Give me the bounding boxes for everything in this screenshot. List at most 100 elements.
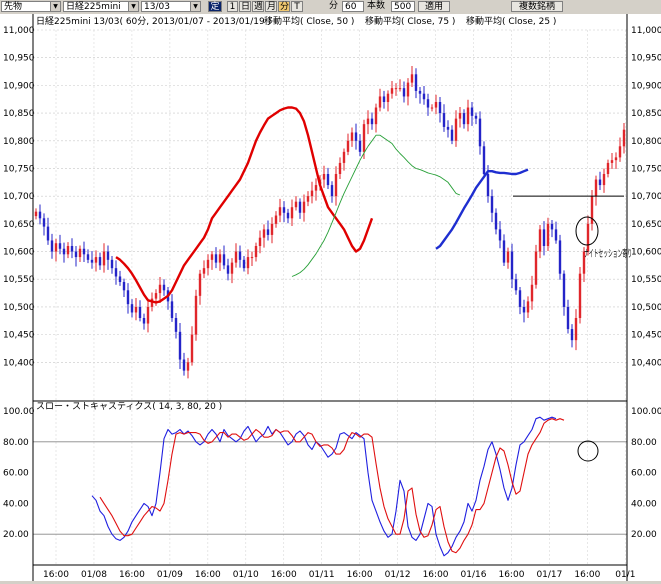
candle-down	[478, 118, 482, 147]
contract-select[interactable]: 13/03 ▼	[141, 1, 201, 12]
candle-up	[590, 196, 594, 224]
chart-symbol-info: 日経225mini 13/03( 60分, 2013/01/07 - 2013/…	[36, 15, 271, 27]
candle-down	[98, 257, 102, 266]
minute-input[interactable]: 60	[342, 1, 364, 12]
candle-up	[614, 157, 618, 161]
candle-down	[414, 74, 418, 91]
time-tick-label: 16:00	[498, 570, 524, 580]
candle-up	[506, 251, 510, 263]
time-tick-label: 01/09	[157, 570, 183, 580]
candle-down	[282, 207, 286, 213]
candle-down	[518, 290, 522, 307]
price-tick-right: 10,400	[631, 358, 661, 368]
stoch-tick-right: 20.00	[631, 530, 657, 540]
candle-up	[366, 118, 370, 125]
price-tick-right: 11,000	[631, 26, 661, 36]
candle-down	[58, 243, 62, 249]
time-tick-label: 01/17	[536, 570, 562, 580]
candle-up	[546, 223, 550, 246]
candle-down	[358, 140, 362, 152]
candle-down	[510, 251, 514, 280]
time-tick-label: 01/11	[309, 570, 335, 580]
time-tick-label: 01/1	[615, 570, 635, 580]
candle-up	[54, 243, 58, 252]
candle-down	[354, 132, 358, 141]
bar-button-weekly[interactable]: 週	[252, 1, 264, 12]
ma75-line	[291, 134, 461, 277]
candle-up	[34, 211, 38, 217]
price-tick-left: 11,000	[3, 26, 35, 36]
candle-down	[46, 226, 50, 241]
time-tick-label: 01/16	[461, 570, 487, 580]
candle-up	[578, 273, 582, 318]
price-tick-left: 10,400	[3, 358, 35, 368]
contract-select-value: 13/03	[144, 2, 170, 12]
candle-down	[402, 88, 406, 97]
bar-button-tick-chart[interactable]: T	[291, 1, 303, 12]
candle-down	[178, 331, 182, 360]
candle-up	[314, 185, 318, 191]
symbol-select[interactable]: 日経225mini ▼	[63, 1, 139, 12]
candle-down	[494, 212, 498, 230]
candle-up	[250, 257, 254, 259]
candle-down	[286, 212, 290, 219]
candle-down	[70, 246, 74, 252]
candle-up	[430, 107, 434, 109]
multi-symbol-button[interactable]: 複数銘柄	[511, 1, 563, 12]
apply-button[interactable]: 適用	[418, 1, 450, 12]
candle-up	[202, 268, 206, 274]
candle-up	[530, 284, 534, 302]
chart-area: 11,000 11,000 10,950 10,950 10,900 10,900 10,8…	[0, 14, 661, 581]
chevron-down-icon: ▼	[190, 2, 200, 11]
candle-up	[334, 174, 338, 197]
candle-up	[198, 273, 202, 296]
candle-down	[570, 329, 574, 341]
candle-down	[90, 259, 94, 263]
candle-up	[146, 306, 150, 324]
price-tick-left: 10,800	[3, 137, 35, 147]
candle-down	[142, 318, 146, 324]
stochastic-series	[91, 416, 565, 557]
candle-down	[462, 113, 466, 125]
candle-up	[186, 362, 190, 371]
fixed-button[interactable]: 定	[208, 1, 222, 12]
candle-up	[394, 88, 398, 90]
candle-up	[374, 107, 378, 125]
candle-up	[102, 251, 106, 266]
candle-up	[586, 223, 590, 252]
price-tick-right: 10,450	[631, 331, 661, 341]
bar-button-minute[interactable]: 分	[278, 1, 290, 12]
candle-down	[542, 229, 546, 246]
candle-up	[350, 132, 354, 141]
candle-up	[434, 102, 438, 108]
price-tick-right: 10,900	[631, 81, 661, 91]
candle-down	[370, 118, 374, 125]
symbol-select-value: 日経225mini	[66, 2, 121, 12]
candle-up	[230, 262, 234, 274]
night-session-annotation: ナイトセッション寄り	[584, 247, 632, 260]
count-input[interactable]: 500	[391, 1, 415, 12]
stoch-tick-right: 40.00	[631, 499, 657, 509]
candle-down	[82, 248, 86, 255]
market-select[interactable]: 先物 ▼	[1, 1, 61, 12]
candle-up	[234, 251, 238, 263]
stoch-tick-right: 80.00	[631, 438, 657, 448]
time-tick-label: 16:00	[271, 570, 297, 580]
candle-up	[390, 88, 394, 94]
bar-button-daily[interactable]: 日	[239, 1, 251, 12]
candle-up	[342, 151, 346, 163]
candle-down	[522, 306, 526, 313]
bar-button-monthly[interactable]: 月	[265, 1, 277, 12]
candle-down	[442, 113, 446, 127]
price-tick-right: 10,500	[631, 303, 661, 313]
price-tick-left: 10,900	[3, 81, 35, 91]
candle-up	[534, 251, 538, 285]
time-tick-label: 01/08	[81, 570, 107, 580]
candle-up	[158, 284, 162, 294]
count-label: 本数	[367, 1, 386, 11]
candle-down	[562, 273, 566, 307]
candle-up	[386, 93, 390, 102]
candle-up	[218, 254, 222, 263]
candle-up	[66, 246, 70, 255]
bar-button-tick[interactable]: 1	[227, 1, 238, 12]
